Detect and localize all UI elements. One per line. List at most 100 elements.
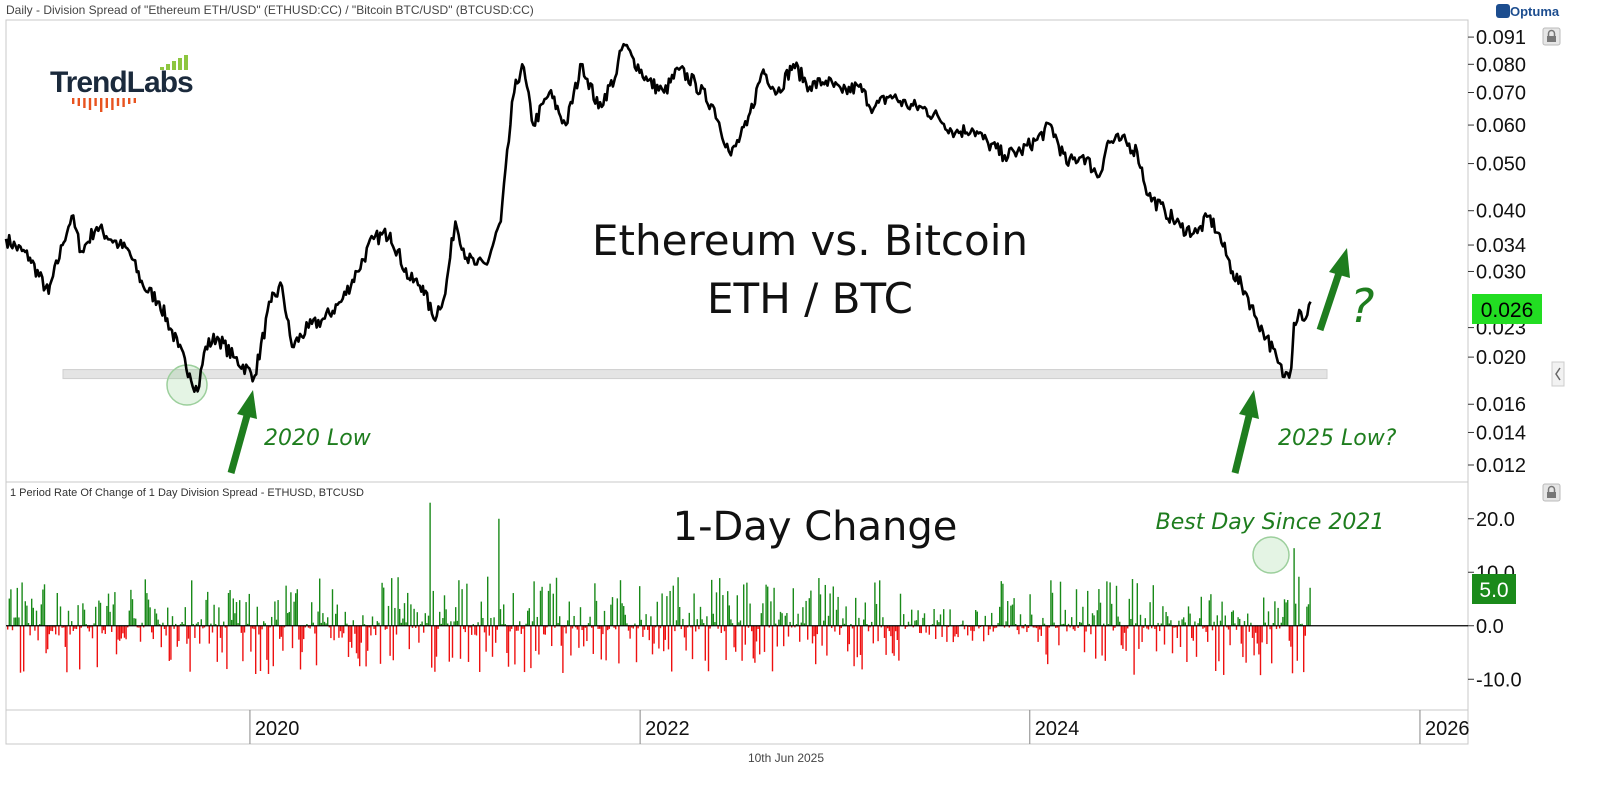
roc-bar-up [699, 606, 702, 626]
roc-bar-up [453, 621, 455, 626]
roc-bar-down [560, 625, 562, 646]
roc-bar-up [803, 623, 806, 626]
roc-bar-down [1120, 625, 1122, 646]
roc-bar-up [512, 593, 514, 626]
roc-bar-down [138, 625, 140, 628]
roc-bar-down [658, 625, 660, 649]
roc-bar-down [34, 625, 36, 631]
roc-bar-up [184, 607, 186, 626]
roc-bar-down [826, 625, 828, 656]
roc-bar-up [15, 617, 17, 626]
roc-bar-up [1183, 617, 1185, 626]
roc-bar-up [1307, 604, 1310, 626]
roc-bar-up [938, 622, 940, 626]
roc-bar-down [880, 625, 882, 628]
roc-bar-down [101, 625, 103, 634]
roc-bar-down [122, 625, 124, 634]
roc-bar-down [563, 625, 566, 628]
roc-bar-up [1189, 613, 1191, 626]
roc-bar-down [259, 625, 262, 672]
roc-bar-down [373, 625, 375, 629]
roc-bar-up [1007, 601, 1009, 626]
roc-bar-down [635, 625, 638, 663]
roc-lock-icon[interactable] [1542, 483, 1561, 502]
roc-bar-up [439, 611, 441, 626]
roc-bar-up [975, 610, 977, 626]
roc-bar-down [1034, 625, 1036, 628]
roc-bar-up [1136, 583, 1138, 626]
roc-bar-up [346, 623, 348, 626]
roc-bar-down [354, 625, 356, 634]
roc-bar-down [375, 625, 377, 636]
roc-bar-up [322, 613, 324, 626]
roc-bar-up [1219, 620, 1222, 626]
roc-bar-up [503, 604, 505, 626]
roc-bar-up [175, 623, 177, 626]
roc-bar-down [415, 625, 417, 628]
roc-bar-up [155, 613, 158, 626]
roc-bar-down [1175, 625, 1177, 628]
roc-bar-up [344, 611, 346, 626]
roc-bar-down [1205, 625, 1207, 632]
roc-tick-label: -10.0 [1476, 669, 1522, 691]
roc-bar-down [173, 625, 175, 629]
roc-bar-up [490, 617, 492, 626]
roc-bar-down [971, 625, 974, 641]
roc-bar-down [813, 625, 815, 637]
roc-bar-up [1267, 611, 1270, 626]
roc-bar-up [402, 618, 404, 626]
roc-bar-down [1203, 625, 1206, 628]
roc-bar-down [1279, 625, 1281, 629]
logo-bars-icon [160, 55, 188, 70]
price-tick-label: 0.012 [1476, 455, 1526, 477]
roc-bar-down [895, 625, 897, 632]
roc-bar-up [376, 621, 378, 626]
roc-bar-down [989, 625, 991, 630]
roc-bar-up [760, 613, 762, 626]
roc-bar-up [1167, 616, 1169, 626]
roc-bar-up [290, 592, 292, 626]
roc-bar-up [1272, 623, 1274, 626]
roc-bar-up [773, 587, 775, 626]
roc-bar-down [584, 625, 586, 628]
roc-bar-down [967, 625, 969, 636]
roc-bar-down [464, 625, 466, 633]
roc-bar-down [1083, 625, 1086, 653]
roc-bar-down [491, 625, 494, 657]
roc-bar-up [610, 604, 612, 626]
roc-bar-up [557, 622, 559, 626]
roc-bar-up [59, 606, 62, 626]
annotation-2025-low: 2025 Low? [1231, 390, 1397, 474]
roc-bar-up [701, 619, 703, 626]
roc-bar-down [219, 625, 222, 638]
roc-bar-down [1090, 625, 1092, 635]
roc-bar-up [1119, 621, 1121, 626]
roc-bar-down [120, 625, 122, 639]
roc-bar-down [1192, 625, 1194, 641]
roc-bar-down [488, 625, 490, 636]
roc-bar-down [1207, 625, 1209, 642]
roc-bar-down [1112, 625, 1114, 631]
roc-bar-up [1165, 611, 1167, 626]
roc-bar-down [851, 625, 854, 629]
roc-bar-down [467, 625, 470, 662]
roc-bar-down [1223, 625, 1225, 675]
roc-bar-down [1304, 625, 1306, 636]
roc-bar-down [1058, 625, 1060, 646]
roc-bar-up [227, 592, 230, 626]
roc-bar-up [714, 622, 716, 626]
arrowhead-2025-low-icon [1239, 390, 1259, 419]
roc-bar-up [933, 608, 935, 626]
price-tick-label: 0.091 [1476, 27, 1526, 49]
roc-bar-up [1131, 579, 1134, 626]
price-lock-icon[interactable] [1542, 27, 1561, 46]
panel-collapse-handle[interactable] [1551, 361, 1565, 387]
roc-bar-up [413, 608, 415, 626]
roc-bar-up [24, 601, 26, 626]
roc-bar-down [29, 625, 31, 636]
roc-bar-down [74, 625, 76, 629]
roc-bar-down [51, 625, 54, 632]
roc-bar-down [45, 625, 47, 654]
roc-bar-up [215, 624, 217, 626]
roc-bar-down [1240, 625, 1242, 644]
